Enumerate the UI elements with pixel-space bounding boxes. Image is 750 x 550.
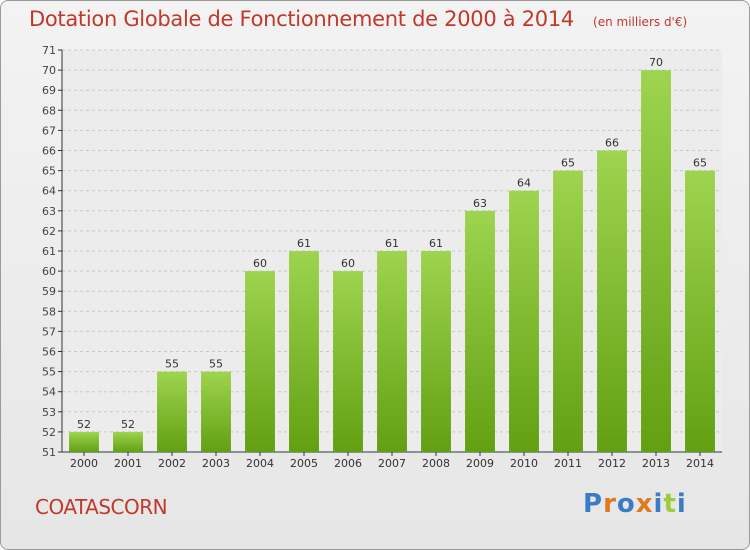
y-tick-label: 53 bbox=[42, 406, 56, 419]
bar-2005 bbox=[289, 251, 319, 452]
x-tick-label: 2009 bbox=[466, 457, 494, 470]
x-tick-label: 2012 bbox=[598, 457, 626, 470]
x-tick-label: 2002 bbox=[158, 457, 186, 470]
x-tick-label: 2013 bbox=[642, 457, 670, 470]
y-tick-label: 59 bbox=[42, 285, 56, 298]
y-tick-label: 54 bbox=[42, 386, 56, 399]
chart-title: Dotation Globale de Fonctionnement de 20… bbox=[29, 7, 574, 31]
y-tick-label: 66 bbox=[42, 145, 56, 158]
commune-name: COATASCORN bbox=[35, 495, 168, 519]
bar-value-label: 52 bbox=[121, 418, 135, 431]
bar-2004 bbox=[245, 271, 275, 452]
y-tick-label: 68 bbox=[42, 104, 56, 117]
proxiti-logo: Proxiti bbox=[583, 489, 687, 519]
x-tick-label: 2005 bbox=[290, 457, 318, 470]
y-tick-label: 64 bbox=[42, 185, 56, 198]
x-tick-label: 2014 bbox=[686, 457, 714, 470]
bar-2007 bbox=[377, 251, 407, 452]
y-tick-label: 62 bbox=[42, 225, 56, 238]
logo-letter: i bbox=[653, 489, 664, 519]
chart-header: Dotation Globale de Fonctionnement de 20… bbox=[29, 7, 687, 31]
y-tick-label: 57 bbox=[42, 325, 56, 338]
bar-2013 bbox=[641, 70, 671, 452]
bar-value-label: 64 bbox=[517, 177, 531, 190]
bar-value-label: 52 bbox=[77, 418, 91, 431]
bar-2000 bbox=[69, 431, 99, 452]
y-tick-label: 61 bbox=[42, 245, 56, 258]
bar-value-label: 61 bbox=[297, 237, 311, 250]
logo-letter: x bbox=[635, 489, 654, 519]
bar-2009 bbox=[465, 210, 495, 452]
bar-2006 bbox=[333, 271, 363, 452]
y-tick-label: 71 bbox=[42, 44, 56, 57]
bar-value-label: 60 bbox=[253, 257, 267, 270]
bar-2010 bbox=[509, 190, 539, 452]
logo-letter: r bbox=[603, 489, 617, 519]
x-tick-label: 2010 bbox=[510, 457, 538, 470]
y-tick-label: 65 bbox=[42, 165, 56, 178]
x-tick-label: 2003 bbox=[202, 457, 230, 470]
y-tick-label: 60 bbox=[42, 265, 56, 278]
y-tick-label: 56 bbox=[42, 346, 56, 359]
bar-2001 bbox=[113, 431, 143, 452]
chart-unit-label: (en milliers d'€) bbox=[593, 15, 688, 29]
logo-letter: P bbox=[583, 489, 604, 519]
bar-value-label: 61 bbox=[385, 237, 399, 250]
y-tick-label: 58 bbox=[42, 305, 56, 318]
y-tick-label: 63 bbox=[42, 205, 56, 218]
bar-2002 bbox=[157, 371, 187, 452]
y-tick-label: 67 bbox=[42, 124, 56, 137]
bar-2008 bbox=[421, 251, 451, 452]
bar-value-label: 60 bbox=[341, 257, 355, 270]
bar-value-label: 63 bbox=[473, 197, 487, 210]
y-tick-label: 70 bbox=[42, 64, 56, 77]
bar-value-label: 55 bbox=[165, 358, 179, 371]
bar-value-label: 55 bbox=[209, 358, 223, 371]
x-tick-label: 2004 bbox=[246, 457, 274, 470]
x-tick-label: 2006 bbox=[334, 457, 362, 470]
y-tick-label: 51 bbox=[42, 446, 56, 459]
y-tick-label: 55 bbox=[42, 366, 56, 379]
y-tick-label: 69 bbox=[42, 84, 56, 97]
bar-2012 bbox=[597, 150, 627, 452]
x-tick-label: 2007 bbox=[378, 457, 406, 470]
bar-2003 bbox=[201, 371, 231, 452]
logo-letter: i bbox=[676, 489, 687, 519]
bar-value-label: 65 bbox=[561, 157, 575, 170]
x-tick-label: 2008 bbox=[422, 457, 450, 470]
bar-2014 bbox=[685, 170, 715, 452]
y-tick-label: 52 bbox=[42, 426, 56, 439]
bar-value-label: 65 bbox=[693, 157, 707, 170]
x-tick-label: 2011 bbox=[554, 457, 582, 470]
logo-letter: t bbox=[663, 489, 677, 519]
bar-2011 bbox=[553, 170, 583, 452]
x-tick-label: 2001 bbox=[114, 457, 142, 470]
x-tick-label: 2000 bbox=[70, 457, 98, 470]
bar-value-label: 66 bbox=[605, 137, 619, 150]
logo-letter: o bbox=[616, 489, 636, 519]
bar-value-label: 61 bbox=[429, 237, 443, 250]
bar-value-label: 70 bbox=[649, 56, 663, 69]
